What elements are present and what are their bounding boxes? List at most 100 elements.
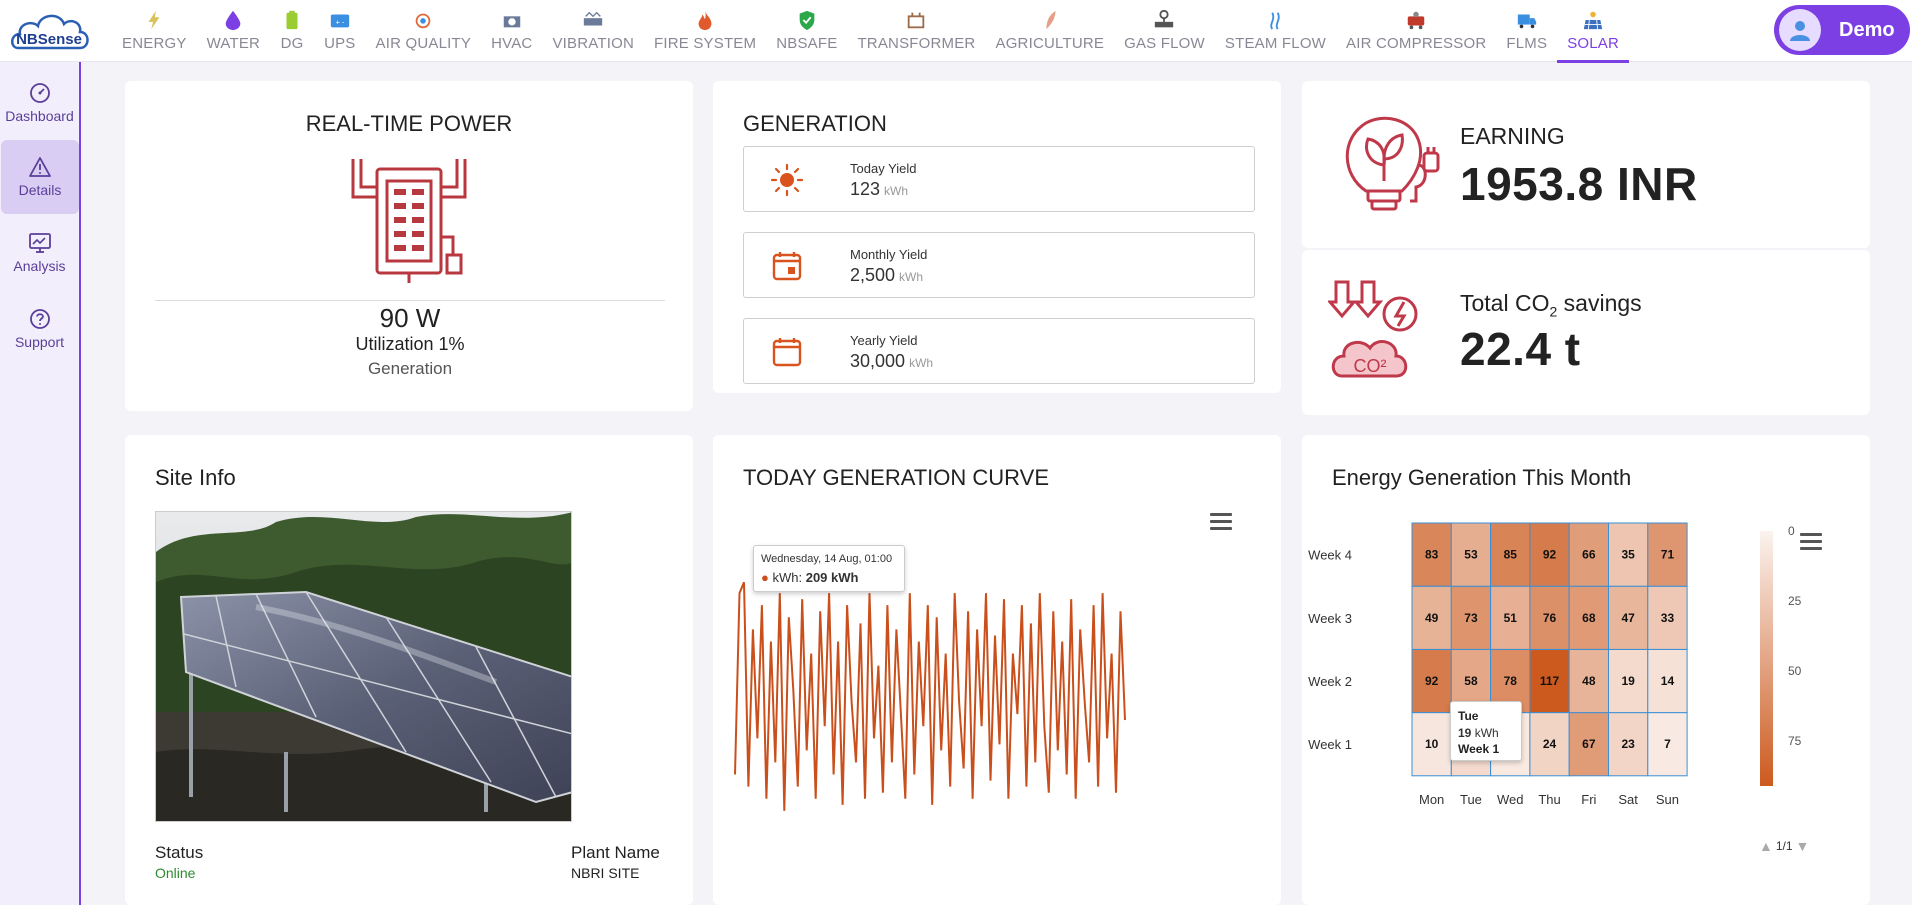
tab-fire-system[interactable]: FIRE SYSTEM [644,0,766,62]
heatmap-cell-label: 49 [1425,611,1439,625]
heatmap-y-label: Week 2 [1308,674,1352,689]
heatmap-x-label: Mon [1419,792,1444,807]
tab-transformer[interactable]: TRANSFORMER [847,0,985,62]
user-avatar-icon [1779,9,1821,51]
tab-steam-flow[interactable]: STEAM FLOW [1215,0,1336,62]
svg-text:CO²: CO² [1354,356,1387,376]
top-navigation-bar: NBSense ENERGY WATER DG + - UPS AIR QUALITY HV… [0,0,1912,63]
legend-next-arrow-icon[interactable]: ▼ [1795,838,1810,854]
utilization-text: Utilization 1% [355,334,465,354]
tab-gas-flow[interactable]: GAS FLOW [1114,0,1215,62]
tab-nbsafe[interactable]: NBSAFE [766,0,847,62]
tab-label: WATER [206,35,261,52]
nbsense-logo[interactable]: NBSense [8,4,90,58]
heatmap-cell[interactable] [1647,585,1688,650]
battery-icon [280,8,304,32]
today-yield-box: Today Yield 123 kWh [743,146,1255,212]
heatmap-cell-label: 76 [1543,611,1557,625]
site-info-title: Site Info [155,465,236,490]
co2-savings-card: CO² Total CO2 savings 22.4 t [1302,250,1870,415]
tab-solar[interactable]: SOLAR [1557,0,1629,63]
heatmap-cell[interactable] [1568,712,1610,777]
tab-vibration[interactable]: VIBRATION [542,0,644,62]
co2-label: Total CO2 savings [1460,290,1642,320]
divider [155,300,665,301]
sidebar-item-support[interactable]: Support [0,292,79,366]
tab-agriculture[interactable]: AGRICULTURE [985,0,1114,62]
heatmap-cell[interactable] [1647,522,1688,587]
heatmap-cell[interactable] [1529,712,1570,777]
plant-name-label: Plant Name [571,843,660,862]
sidebar-item-dashboard[interactable]: Dashboard [0,66,79,140]
sidebar-item-label: Dashboard [5,108,74,124]
legend-pager: ▲ 1/1 ▼ [1759,838,1809,854]
heatmap-cell[interactable] [1647,712,1688,777]
heatmap-cell[interactable] [1529,585,1570,650]
earning-label: EARNING [1460,123,1565,149]
heatmap-cell[interactable] [1411,648,1452,714]
bulb-leaf-icon [1332,109,1442,224]
heatmap-cell[interactable] [1608,522,1649,587]
status-value: Online [155,865,196,881]
heatmap-cell[interactable] [1490,522,1531,587]
sidebar-item-details[interactable]: Details [1,140,79,214]
heatmap-menu-icon[interactable] [1800,533,1822,551]
heatmap-cell-label: 78 [1504,674,1518,688]
compressor-icon [1404,8,1428,32]
status-label: Status [155,843,204,862]
tab-energy[interactable]: ENERGY [112,0,197,62]
tab-label: TRANSFORMER [857,35,976,52]
sidebar-item-analysis[interactable]: Analysis [0,216,79,290]
heatmap-cell-label: 10 [1425,737,1439,751]
heatmap-cell[interactable] [1411,585,1452,650]
generation-caption: Generation [367,359,453,378]
generation-curve-card: TODAY GENERATION CURVE Wednesday, 14 Aug… [713,435,1281,905]
curve-chart-menu-icon[interactable] [1210,513,1232,531]
heatmap-cell[interactable] [1490,585,1531,650]
tab-hvac[interactable]: HVAC [481,0,542,62]
tab-air-quality[interactable]: AIR QUALITY [366,0,482,62]
generation-curve-title: TODAY GENERATION CURVE [743,465,1050,490]
tab-flms[interactable]: FLMS [1496,0,1557,62]
heatmap-cell[interactable] [1608,712,1649,777]
sidebar-item-label: Analysis [13,258,66,274]
calendar-icon [772,338,802,367]
tab-air-compressor[interactable]: AIR COMPRESSOR [1336,0,1496,62]
legend-prev-arrow-icon[interactable]: ▲ [1759,838,1773,854]
heatmap-cell[interactable] [1568,648,1610,714]
heatmap-cell[interactable] [1411,712,1452,777]
user-menu-button[interactable]: Demo [1774,5,1910,55]
earning-value: 1953.8 INR [1460,158,1698,210]
calendar-day-icon [772,252,802,281]
electrical-panel-icon [347,157,471,290]
tab-water[interactable]: WATER [197,0,271,62]
heatmap-tooltip-day: Tue [1458,709,1479,723]
heatmap-cell[interactable] [1608,585,1649,650]
solar-panel-icon [1581,8,1605,32]
curve-tooltip-date: Wednesday, 14 Aug, 01:00 [761,553,893,565]
sidebar-item-label: Details [18,182,62,198]
heatmap-cell[interactable] [1450,522,1492,587]
color-axis-tick: 0 [1788,524,1795,538]
heatmap-cell[interactable] [1411,522,1452,587]
monthly-yield-value: 2,500 kWh [850,265,924,285]
tab-ups[interactable]: + - UPS [314,0,365,62]
tab-label: DG [280,35,304,52]
user-name: Demo [1839,18,1895,41]
tab-dg[interactable]: DG [270,0,314,62]
heatmap-card: Energy Generation This Month 10198246723… [1302,435,1870,905]
yearly-yield-value: 30,000 kWh [850,351,934,371]
tab-label: GAS FLOW [1124,35,1205,52]
heatmap-cell-label: 14 [1661,674,1675,688]
tab-label: ENERGY [122,35,187,52]
heatmap-x-label: Thu [1538,792,1560,807]
heatmap-cell-label: 92 [1425,674,1439,688]
heatmap-cell[interactable] [1647,648,1688,714]
heatmap-x-label: Fri [1581,792,1596,807]
realtime-power-title: REAL-TIME POWER [305,111,513,136]
module-tabs: ENERGY WATER DG + - UPS AIR QUALITY HVAC VIBRAT… [112,0,1629,63]
heatmap-cell-label: 47 [1621,611,1635,625]
heatmap-cell[interactable] [1608,648,1649,714]
heatmap-cell[interactable] [1568,522,1610,587]
kwh-series-line [734,581,1126,811]
